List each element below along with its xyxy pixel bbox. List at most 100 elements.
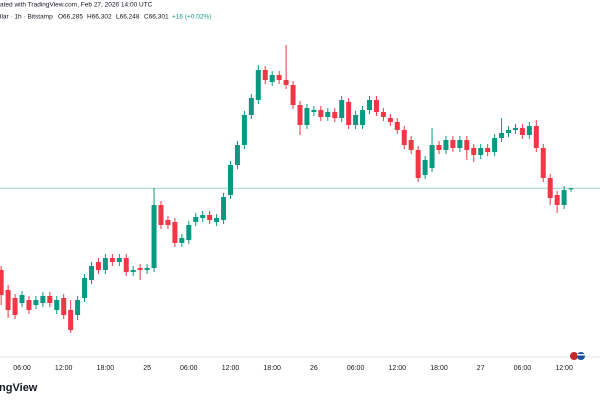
x-tick-label: 06:00: [347, 365, 365, 372]
candle-body: [33, 300, 39, 305]
candle-body: [207, 215, 213, 220]
candle-body: [214, 218, 220, 222]
candle-body: [492, 138, 498, 152]
x-tick-label: 06:00: [13, 365, 31, 372]
candle-body: [554, 195, 560, 205]
candle-body: [346, 102, 352, 125]
change: +16 (+0.02%): [172, 14, 211, 21]
candle-body: [241, 115, 247, 145]
candle-body: [429, 145, 435, 168]
candle-body: [95, 262, 101, 270]
x-tick-label: 12:00: [55, 365, 73, 372]
candle-body: [506, 130, 511, 133]
ohlc-open: O66,285: [58, 14, 83, 21]
candle-body: [130, 270, 136, 272]
candle-body: [297, 105, 303, 125]
candle-body: [255, 70, 261, 100]
candle-body: [436, 145, 442, 150]
x-tick-label: 06:00: [514, 365, 532, 372]
candle-body: [186, 225, 192, 240]
candle-body: [89, 266, 94, 280]
candle-body: [401, 130, 407, 145]
symbol-info: llar · 1h · Bitstamp: [0, 14, 53, 21]
candle-body: [144, 268, 150, 270]
candle-body: [353, 115, 359, 125]
candle-body: [82, 278, 88, 298]
candle-body: [61, 298, 67, 315]
candle-body: [26, 300, 32, 310]
candle-body: [68, 310, 74, 330]
candle-body: [422, 160, 428, 175]
x-tick-label: 12:00: [222, 365, 240, 372]
candle-body: [519, 128, 525, 135]
candle-body: [408, 140, 414, 150]
candle-body: [311, 110, 317, 112]
candle-body: [547, 178, 553, 198]
candle-body: [40, 296, 46, 303]
candle-body: [172, 222, 178, 243]
candle-body: [158, 205, 164, 225]
candle-body: [471, 148, 477, 155]
candle-body: [367, 100, 372, 110]
candle-body: [540, 148, 546, 178]
ohlc-high: H66,302: [87, 14, 112, 21]
candle-body: [109, 258, 115, 262]
candle-body: [193, 217, 199, 222]
candle-body: [512, 128, 518, 130]
candle-body: [179, 238, 185, 243]
candle-body: [533, 126, 539, 148]
candle-body: [561, 190, 567, 205]
x-tick-label: 12:00: [389, 365, 407, 372]
candle-body: [499, 133, 505, 138]
x-tick-label: 18:00: [430, 365, 448, 372]
candle-body: [47, 296, 53, 303]
candle-body: [137, 268, 143, 270]
candle-body: [283, 80, 289, 85]
candle-body: [394, 122, 400, 130]
candle-body: [151, 205, 157, 268]
candle-body: [5, 290, 11, 310]
candle-body: [165, 220, 171, 225]
candle-body: [19, 295, 25, 303]
x-tick-label: 18:00: [97, 365, 115, 372]
candle-body: [526, 126, 532, 135]
header-line: ated with TradingView.com, Feb 27, 2026 …: [0, 2, 153, 9]
x-tick-label: 12:00: [555, 365, 573, 372]
candle-body: [221, 197, 227, 220]
candle-body: [234, 145, 240, 165]
candle-body: [248, 98, 254, 115]
watermark: ingView: [0, 382, 38, 394]
ohlc-low: L66,248: [116, 14, 140, 21]
candle-body: [318, 110, 324, 117]
candle-body: [0, 270, 4, 295]
candle-body: [75, 300, 81, 315]
candle-body: [200, 215, 206, 218]
candle-body: [457, 140, 463, 148]
candle-body: [269, 75, 275, 82]
x-tick-label: 18:00: [263, 365, 281, 372]
candle-body: [290, 85, 296, 105]
candle-body: [360, 110, 366, 125]
ohlc-close: C66,301: [144, 14, 169, 21]
candle-body: [450, 140, 456, 148]
candle-body: [54, 300, 60, 310]
x-tick-label: 25: [143, 365, 151, 372]
x-tick-label: 27: [477, 365, 485, 372]
candle-body: [387, 118, 393, 122]
candle-body: [373, 100, 379, 112]
candle-body: [339, 100, 345, 118]
candle-body: [102, 258, 108, 270]
candle-body: [478, 148, 484, 155]
candle-body: [380, 112, 386, 117]
candle-body: [262, 70, 268, 80]
candle-body: [276, 75, 282, 80]
candle-body: [116, 258, 122, 262]
x-tick-label: 26: [310, 365, 318, 372]
candle-body: [12, 298, 18, 315]
candle-body: [325, 112, 331, 117]
flag-icon: [570, 352, 585, 360]
candle-body: [568, 188, 574, 190]
candle-body: [304, 108, 310, 125]
